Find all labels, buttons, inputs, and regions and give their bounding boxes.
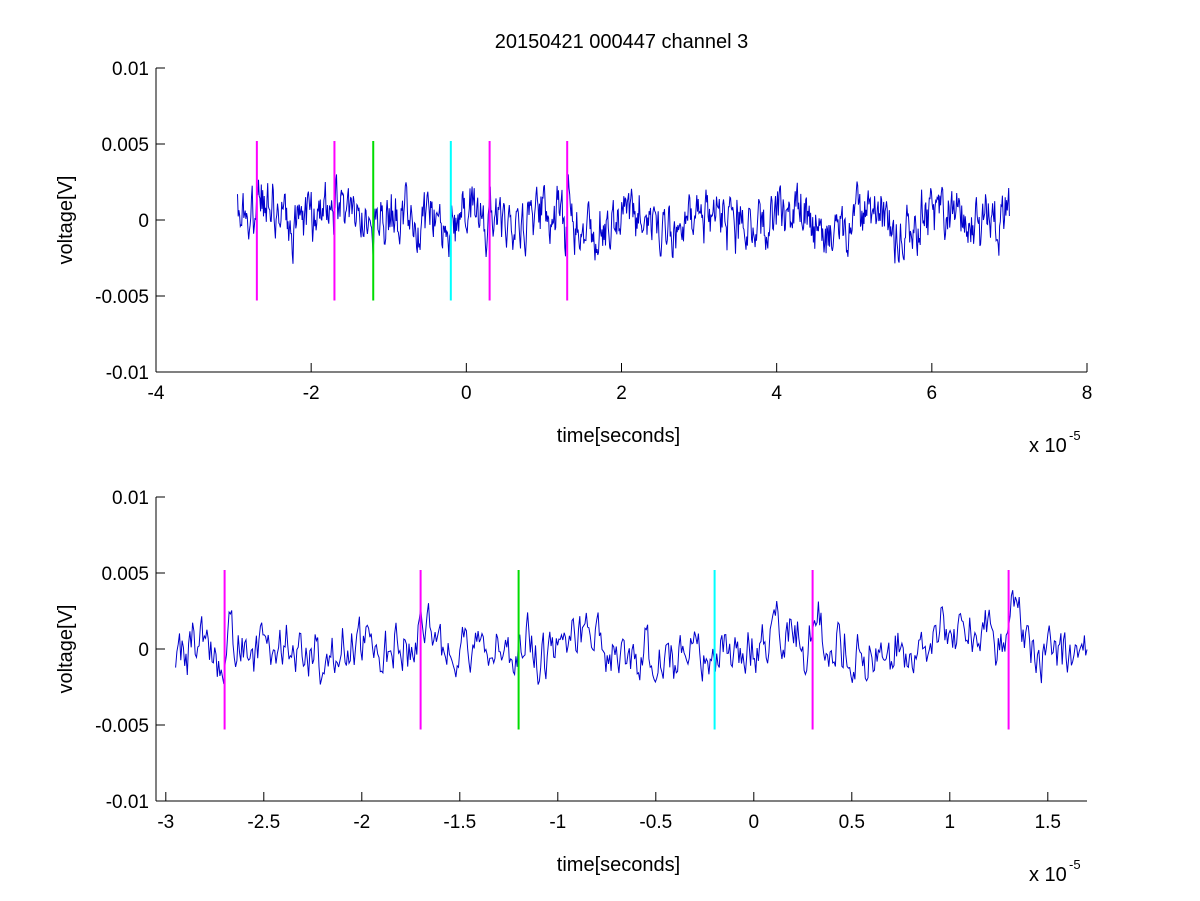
x-tick-label: -1.5	[443, 812, 476, 833]
y-axis-label: voltage[V]	[55, 605, 77, 694]
x-multiplier-exponent: -5	[1069, 857, 1081, 872]
x-tick-label: 0.5	[839, 812, 865, 833]
y-axis-label: voltage[V]	[55, 176, 77, 265]
y-tick-label: -0.01	[106, 792, 149, 813]
top-plot: -0.01 -0.005 0 0.005 0.01 -4 -2 0 2 4 6 8 time[secon…	[55, 31, 1092, 457]
x-tick-label: 6	[927, 383, 938, 404]
x-tick-label: -3	[157, 812, 174, 833]
x-tick-label: -1	[549, 812, 566, 833]
bottom-plot: -0.01 -0.005 0 0.005 0.01 -3 -2.5 -2 -1.5 -1 -0.5 0…	[55, 488, 1088, 886]
x-axis-label: time[seconds]	[557, 854, 680, 876]
y-tick-label: 0.005	[101, 564, 149, 585]
y-tick-label: 0.005	[101, 135, 149, 156]
y-tick-label: -0.005	[95, 716, 149, 737]
x-tick-label: 1	[945, 812, 956, 833]
y-tick-label: -0.005	[95, 287, 149, 308]
x-multiplier-exponent: -5	[1069, 428, 1081, 443]
x-tick-label: 0	[749, 812, 760, 833]
y-tick-label: 0	[138, 640, 149, 661]
x-tick-label: -0.5	[639, 812, 672, 833]
x-tick-label: 4	[771, 383, 782, 404]
x-multiplier: x 10	[1029, 864, 1067, 886]
y-tick-label: 0.01	[112, 59, 149, 80]
x-multiplier: x 10	[1029, 435, 1067, 457]
y-tick-label: 0.01	[112, 488, 149, 509]
x-tick-label: 0	[461, 383, 472, 404]
x-axis-label: time[seconds]	[557, 425, 680, 447]
x-tick-label: -2	[353, 812, 370, 833]
x-tick-label: 2	[616, 383, 627, 404]
x-tick-label: 1.5	[1035, 812, 1061, 833]
signal-trace	[237, 174, 1010, 264]
x-tick-label: 8	[1082, 383, 1093, 404]
x-tick-label: -2	[303, 383, 320, 404]
y-tick-label: -0.01	[106, 363, 149, 384]
x-tick-label: -2.5	[247, 812, 280, 833]
y-tick-label: 0	[138, 211, 149, 232]
signal-trace	[175, 590, 1088, 685]
x-tick-label: -4	[148, 383, 165, 404]
chart-title: 20150421 000447 channel 3	[495, 31, 749, 53]
